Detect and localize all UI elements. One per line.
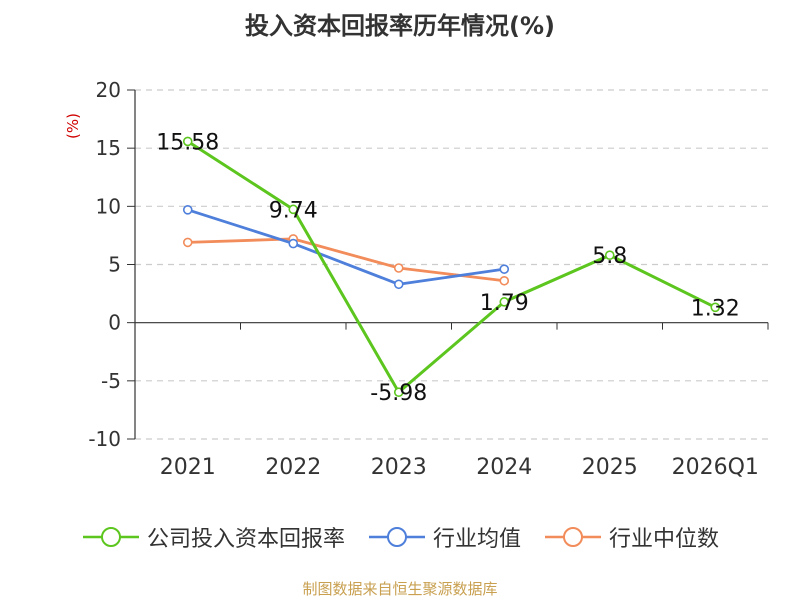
legend-label: 公司投入资本回报率 — [146, 527, 345, 552]
data-point — [182, 136, 193, 147]
x-tick-label: 2024 — [476, 455, 532, 480]
legend-item-2[interactable]: 行业中位数 — [543, 521, 719, 553]
data-point — [499, 264, 510, 274]
x-tick-label: 2022 — [265, 455, 321, 480]
series-line-2 — [187, 237, 505, 283]
x-tick-label: 2025 — [582, 455, 638, 480]
data-point — [499, 297, 510, 307]
legend-item-0[interactable]: 公司投入资本回报率 — [81, 521, 345, 553]
y-tick-label: 10 — [96, 194, 121, 218]
data-point — [499, 275, 510, 286]
y-tick-label: 20 — [96, 78, 121, 102]
data-label: 5.8 — [592, 244, 627, 269]
data-label: 15.58 — [156, 130, 219, 155]
legend-line-circle-icon — [545, 527, 601, 547]
data-source-note: 制图数据来自恒生聚源数据库 — [302, 580, 498, 598]
data-point — [288, 238, 299, 249]
data-label: 1.32 — [691, 296, 740, 321]
y-tick-label: 15 — [96, 136, 121, 160]
chart-title: 投入资本回报率历年情况(%) — [245, 12, 555, 40]
series-line-0 — [186, 140, 716, 394]
data-label: 1.79 — [480, 291, 529, 316]
data-label: 9.74 — [269, 198, 318, 223]
legend-line-circle-icon — [368, 527, 425, 547]
y-tick-label: 0 — [108, 311, 121, 335]
data-point — [393, 387, 404, 398]
data-point — [393, 263, 404, 273]
data-point — [604, 250, 615, 260]
data-label: -5.98 — [370, 381, 427, 406]
y-axis-label: (%) — [64, 113, 82, 139]
legend-line-circle-icon — [82, 527, 139, 547]
x-tick-label: 2023 — [371, 455, 427, 480]
data-point — [393, 279, 404, 290]
chart-legend: 公司投入资本回报率 行业均值 行业中位数 — [0, 520, 800, 554]
legend-label: 行业均值 — [432, 527, 521, 552]
data-point — [182, 205, 193, 215]
series-line-1 — [187, 208, 505, 286]
data-point — [710, 302, 721, 313]
y-tick-label: 5 — [108, 253, 121, 277]
data-point — [182, 237, 193, 248]
data-point — [288, 204, 299, 215]
y-tick-label: -10 — [88, 427, 121, 451]
legend-label: 行业中位数 — [609, 527, 720, 552]
x-tick-label: 2021 — [160, 455, 216, 480]
y-tick-label: -5 — [101, 369, 121, 393]
legend-item-1[interactable]: 行业均值 — [367, 521, 521, 553]
x-tick-label: 2026Q1 — [672, 455, 759, 480]
